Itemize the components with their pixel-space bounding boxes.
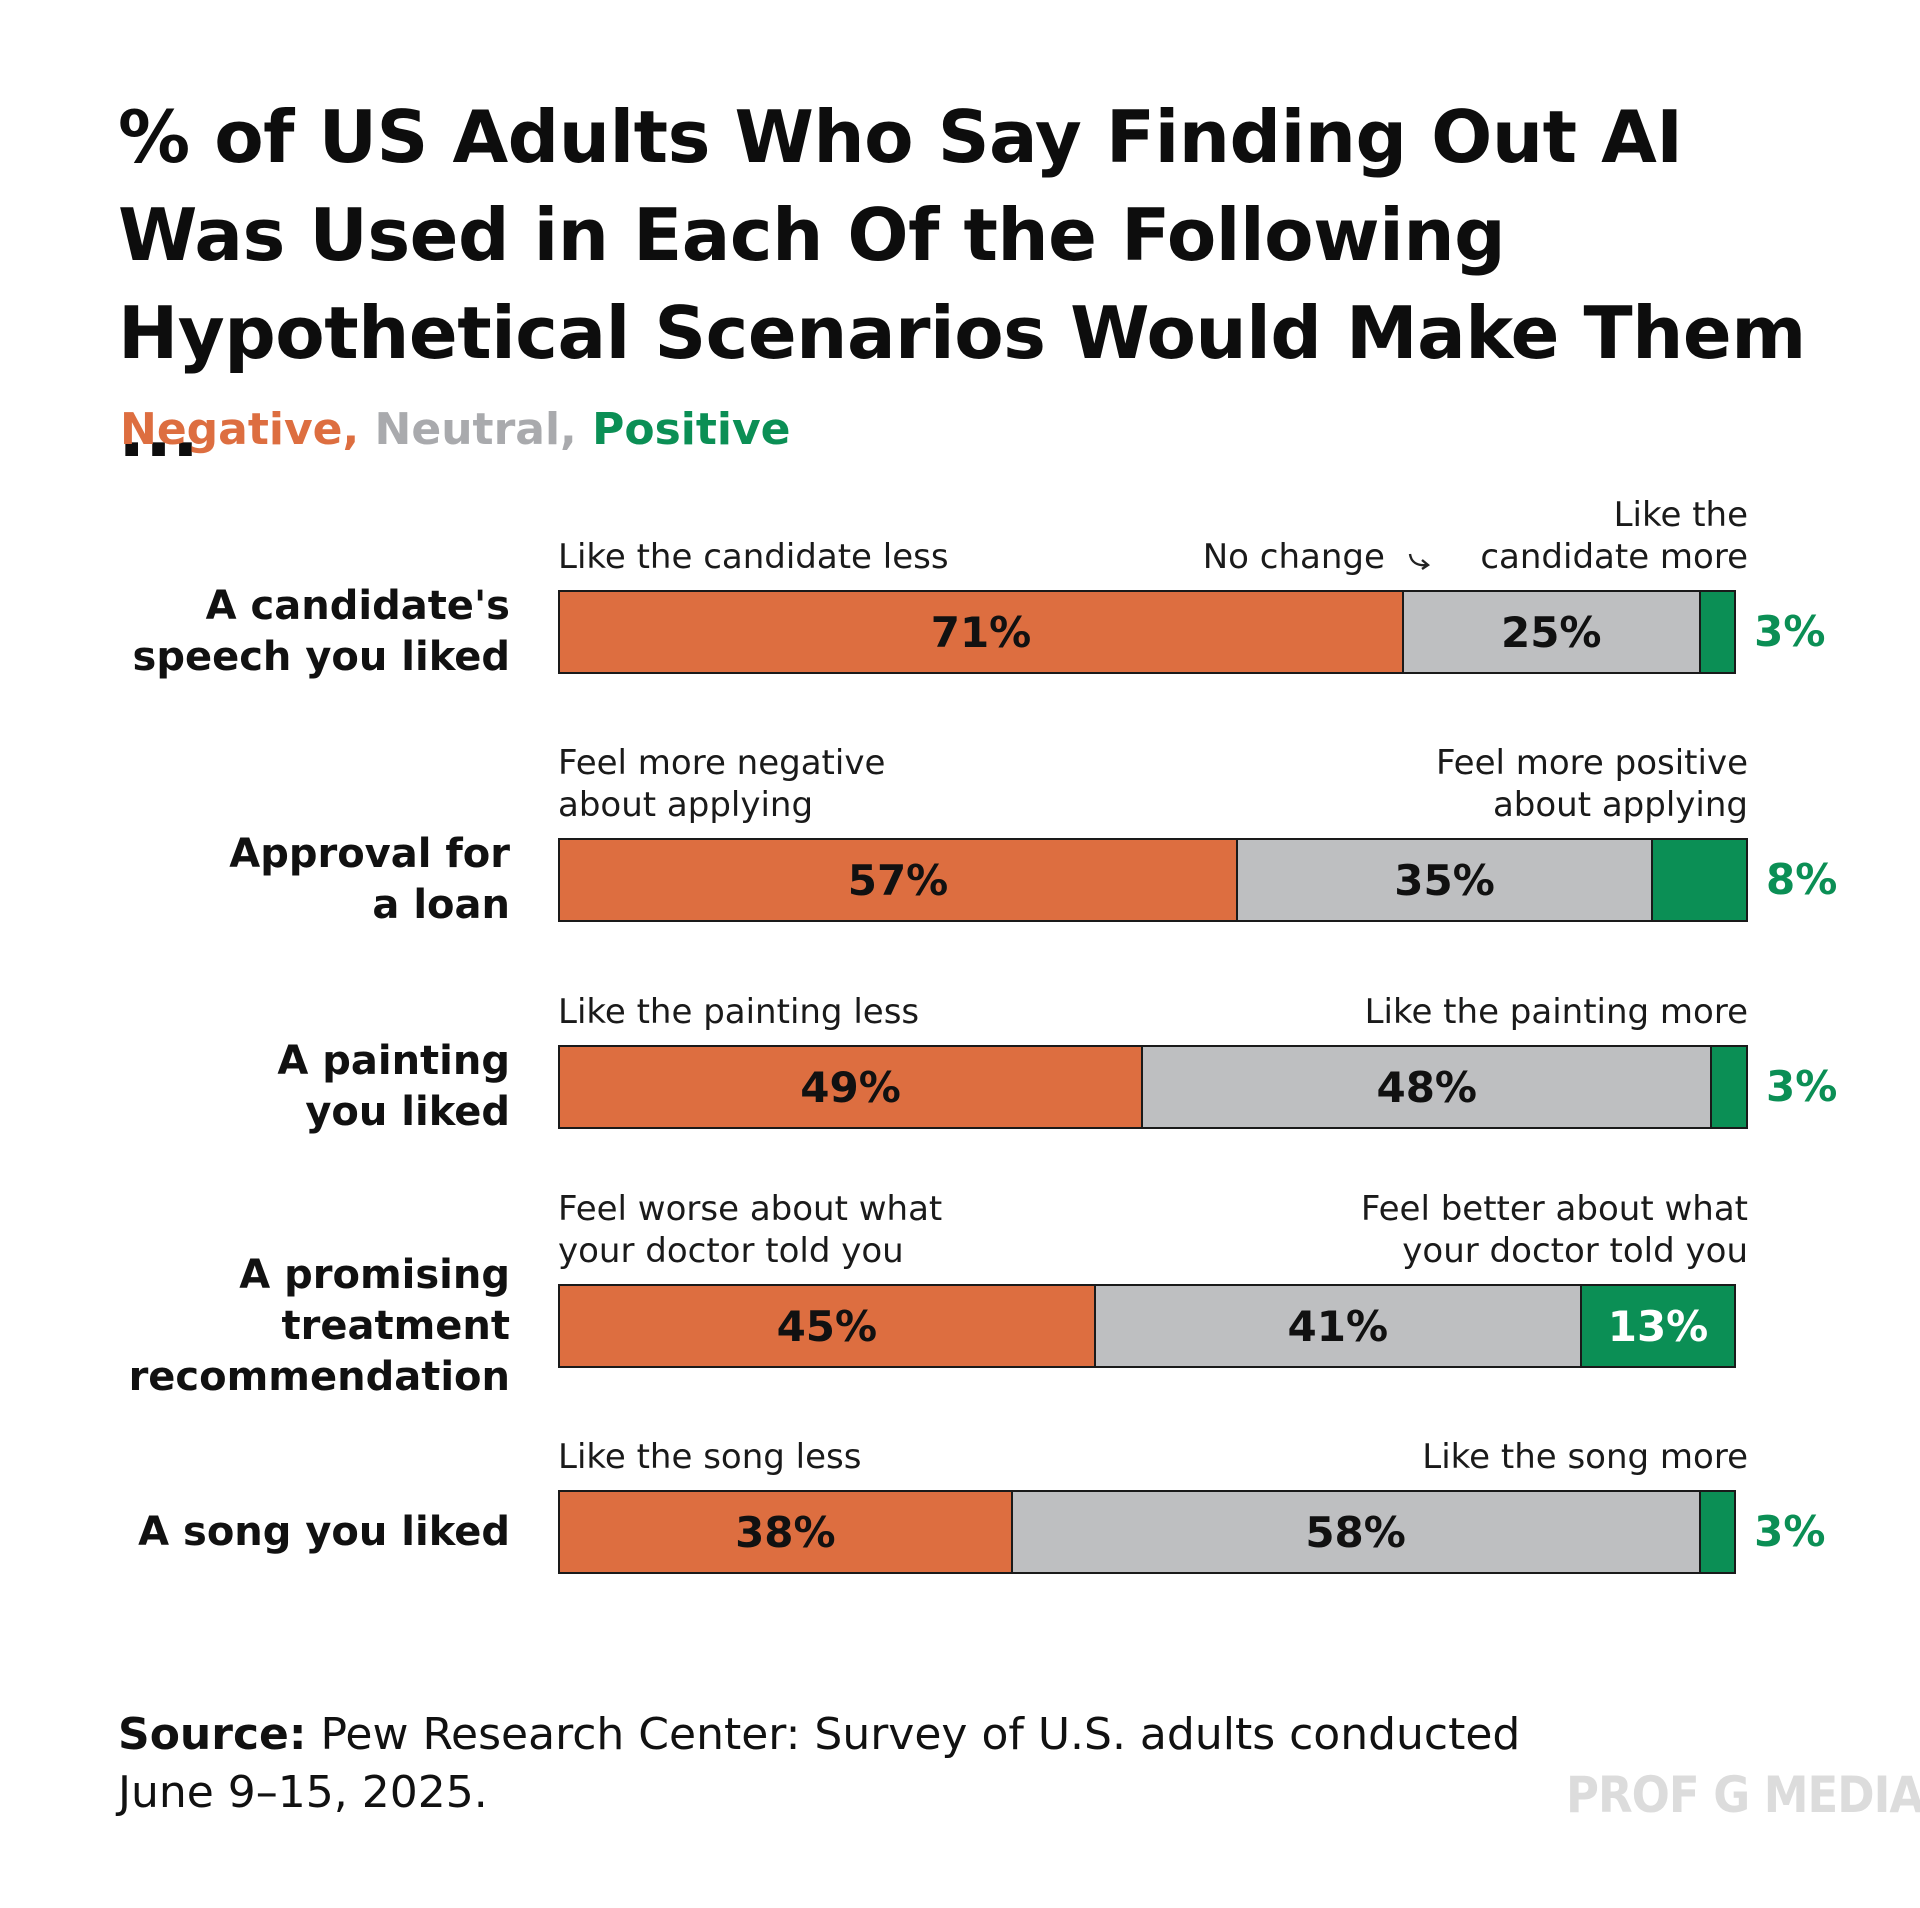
positive-segment [1710,1047,1746,1127]
neutral-value-label: 35% [1394,855,1495,905]
neutral-segment: 35% [1236,840,1652,920]
negative-value-label: 71% [930,607,1032,657]
positive-segment [1698,1492,1735,1572]
source-text: Pew Research Center: Survey of U.S. adul… [118,1709,1521,1818]
left-caption: Like the painting less [558,992,920,1032]
left-caption: Like the song less [558,1437,862,1477]
legend: Negative, Neutral, Positive [120,400,790,460]
positive-value-label: 3% [1766,1062,1838,1111]
watermark-logo: PROF G MEDIA [1566,1766,1920,1824]
neutral-segment: 58% [1010,1492,1699,1572]
row-label: A candidate's speech you liked [132,583,510,680]
neutral-segment: 25% [1402,592,1699,672]
stacked-bar: 45% 41% 13% [558,1284,1737,1368]
positive-segment: 13% [1579,1286,1735,1366]
negative-segment: 71% [560,592,1403,672]
left-caption: Like the candidate less [558,537,949,577]
positive-segment [1698,592,1735,672]
negative-segment: 49% [560,1047,1142,1127]
positive-value-label: 3% [1754,1507,1826,1556]
curved-arrow-icon [1408,553,1430,570]
negative-value-label: 49% [800,1062,901,1112]
negative-segment: 57% [560,840,1237,920]
negative-segment: 45% [560,1286,1094,1366]
positive-value-label: 8% [1766,855,1838,904]
neutral-segment: 48% [1141,1047,1711,1127]
right-caption: Feel better about what your doctor told … [1360,1189,1748,1271]
neutral-value-label: 41% [1287,1301,1389,1351]
negative-value-label: 38% [735,1507,836,1557]
neutral-value-label: 48% [1376,1062,1478,1112]
right-caption: Feel more positive about applying [1435,743,1748,825]
positive-segment [1651,840,1746,920]
stacked-bar: 57% 35% [558,838,1748,922]
legend-positive: Positive [592,404,791,455]
no-change-caption: No change [1202,537,1385,577]
left-caption: Feel more negative about applying [558,743,886,825]
negative-value-label: 45% [776,1301,878,1351]
row-label: Approval for a loan [229,831,510,928]
row-label: A song you liked [138,1508,510,1555]
source-note: Source: Pew Research Center: Survey of U… [118,1706,1618,1822]
legend-neutral: Neutral, [374,404,577,455]
chart-title: % of US Adults Who Say Finding Out AI Wa… [118,95,1806,473]
neutral-value-label: 58% [1305,1507,1406,1557]
row-label: A painting you liked [277,1038,510,1135]
positive-value-label: 3% [1754,607,1826,656]
negative-value-label: 57% [847,855,949,905]
legend-negative: Negative, [120,404,360,455]
right-caption: Like the painting more [1364,992,1748,1032]
stacked-bar: 49% 48% [558,1045,1748,1129]
left-caption: Feel worse about what your doctor told y… [558,1189,943,1271]
positive-value-label: 13% [1607,1301,1709,1351]
right-caption: Like the candidate more [1480,495,1748,577]
row-label: A promising treatment recommendation [128,1251,510,1400]
neutral-value-label: 25% [1500,607,1602,657]
right-caption: Like the song more [1422,1437,1748,1477]
source-label: Source: [118,1709,307,1760]
stacked-bar: 38% 58% [558,1490,1737,1574]
negative-segment: 38% [560,1492,1011,1572]
neutral-segment: 41% [1093,1286,1580,1366]
stacked-bar: 71% 25% [558,590,1737,674]
